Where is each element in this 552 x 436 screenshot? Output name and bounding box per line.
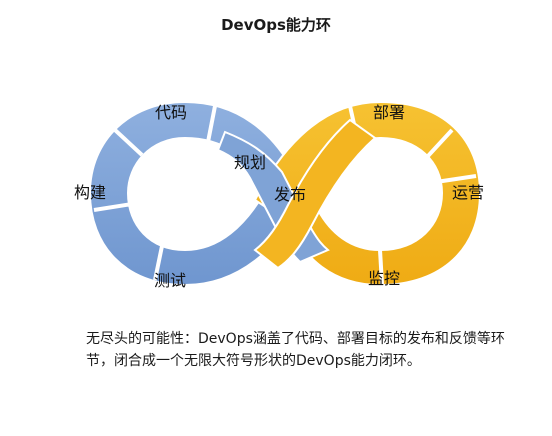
devops-infinity-diagram: 代码 规划 构建 测试 发布 部署 运营 监控	[74, 100, 484, 290]
label-code: 代码	[155, 103, 187, 122]
release-band	[253, 118, 377, 270]
caption-text: 无尽头的可能性：DevOps涵盖了代码、部署目标的发布和反馈等环节，闭合成一个无…	[86, 331, 505, 369]
diagram-title: DevOps能力环	[221, 16, 331, 34]
label-build: 构建	[74, 183, 106, 202]
label-plan: 规划	[234, 153, 266, 172]
label-release: 发布	[274, 185, 306, 204]
label-monitor: 监控	[368, 269, 400, 288]
label-test: 测试	[154, 271, 186, 290]
label-deploy: 部署	[373, 103, 405, 122]
label-operate: 运营	[452, 183, 484, 202]
